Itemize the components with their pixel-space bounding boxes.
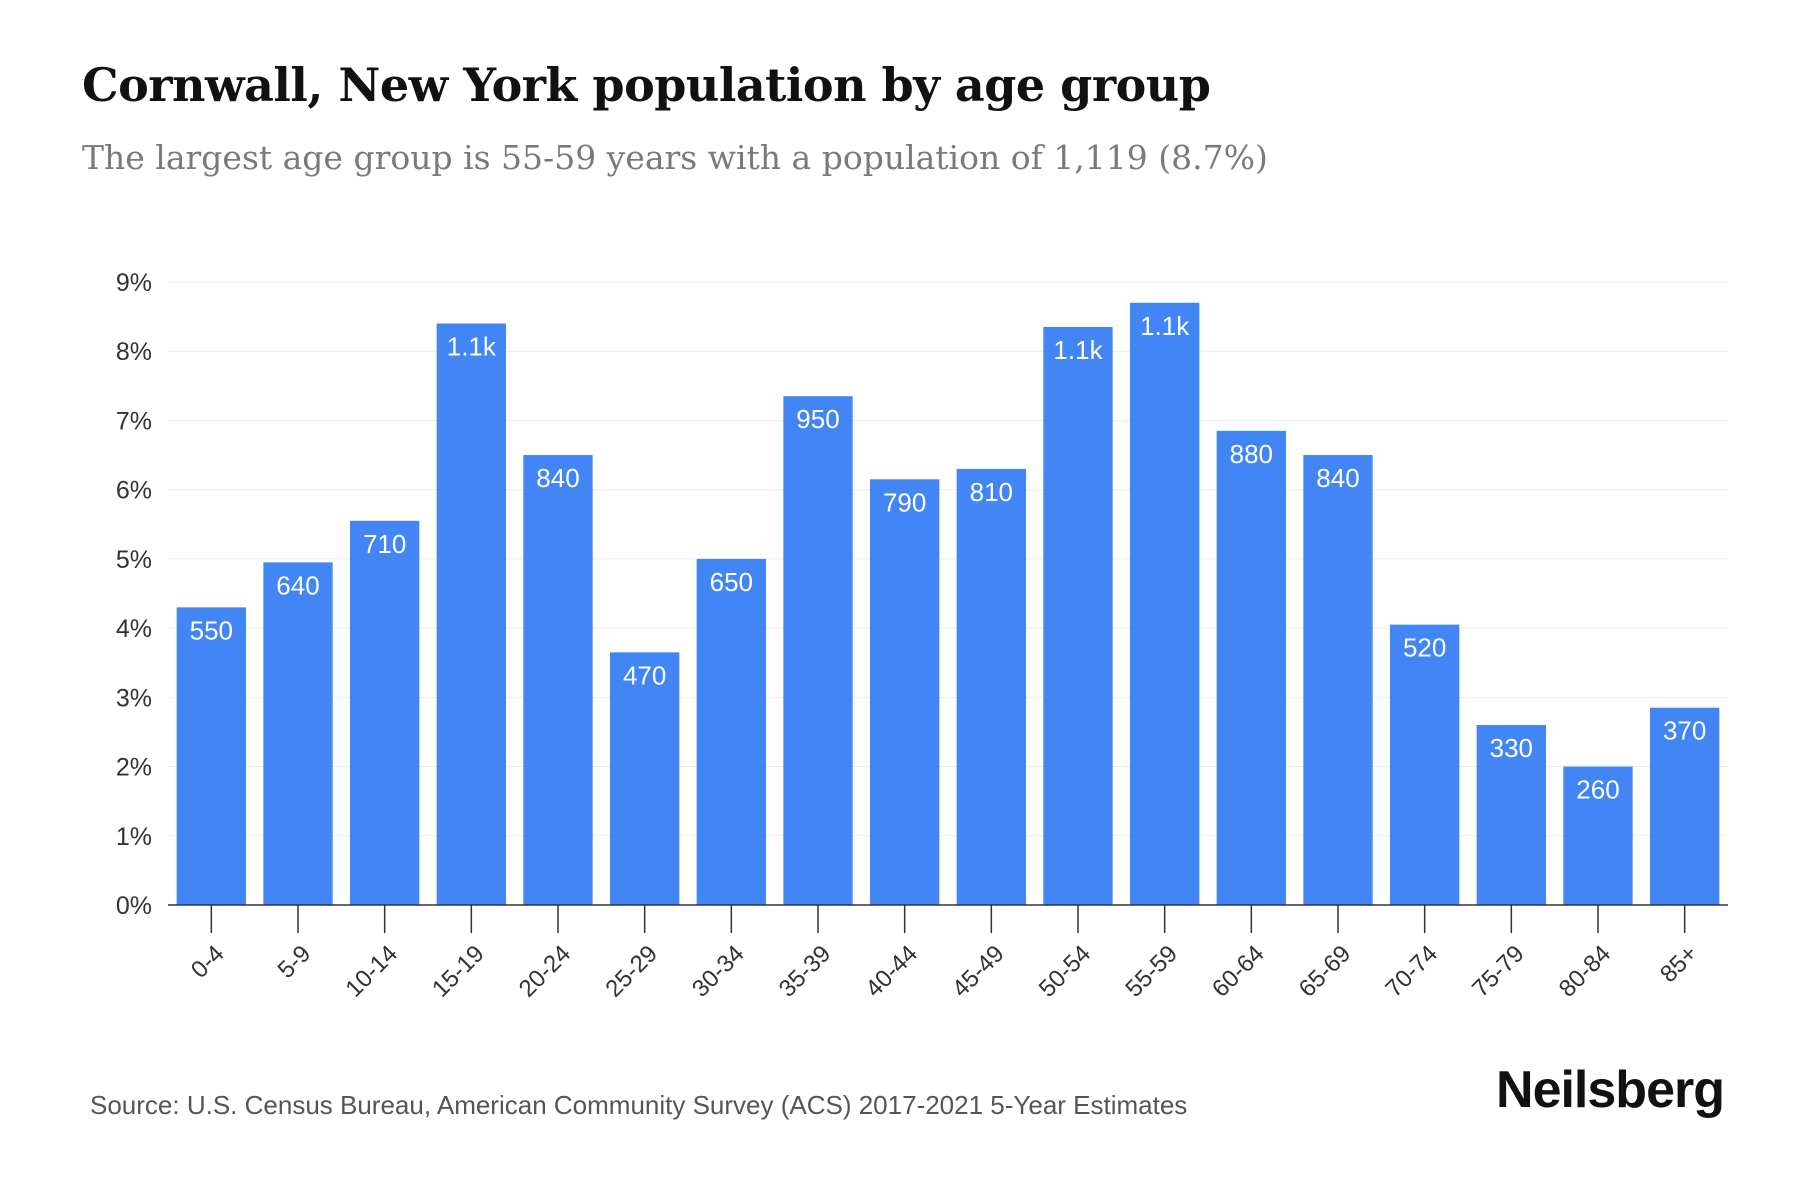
gridlines [168, 281, 1728, 837]
bar-15-19 [436, 323, 506, 905]
x-tick-label: 55-59 [1120, 940, 1183, 1003]
y-tick-label: 9% [116, 269, 152, 297]
x-tick-label: 5-9 [273, 940, 317, 984]
x-tick-label: 40-44 [860, 940, 923, 1003]
x-tick-label: 45-49 [947, 940, 1010, 1003]
brand-logo: Neilsberg [1496, 1061, 1725, 1119]
bar-5-9 [263, 562, 333, 905]
x-axis-ticks: 0-4 5-9 10-14 15-19 20-24 25-29 30-34 35-39 40-4… [186, 905, 1703, 1003]
bar-25-29 [610, 652, 680, 905]
bar-50-54 [1043, 326, 1113, 905]
data-label: 470 [623, 660, 666, 690]
bar-85+ [1650, 707, 1720, 905]
bar-75-79 [1476, 725, 1546, 905]
x-tick-label: 35-39 [774, 940, 837, 1003]
source-note: Source: U.S. Census Bureau, American Com… [90, 1090, 1188, 1120]
data-label: 840 [1316, 463, 1359, 493]
bar-55-59 [1130, 302, 1200, 905]
data-label: 950 [796, 404, 839, 434]
data-label: 260 [1576, 775, 1619, 805]
data-label: 550 [190, 615, 233, 645]
data-label: 1.1k [447, 332, 497, 362]
y-tick-label: 5% [116, 546, 152, 574]
data-label: 520 [1403, 633, 1446, 663]
data-label: 1.1k [1140, 311, 1190, 341]
x-tick-label: 85+ [1655, 940, 1703, 988]
y-axis-ticks: 0% 1% 2% 3% 4% 5% 6% 7% 8% 9% [116, 269, 152, 920]
x-tick-label: 50-54 [1034, 940, 1097, 1003]
x-tick-label: 80-84 [1554, 940, 1617, 1003]
y-tick-label: 1% [116, 823, 152, 851]
data-labels: 550 640 710 1.1k 840 470 650 950 790 810 1.1k 1.1k 8… [190, 311, 1707, 805]
y-tick-label: 2% [116, 754, 152, 782]
bar-10-14 [350, 520, 420, 905]
x-tick-label: 15-19 [427, 940, 490, 1003]
data-label: 1.1k [1053, 335, 1103, 365]
bar-60-64 [1216, 430, 1286, 905]
chart-subtitle: The largest age group is 55-59 years wit… [82, 138, 1268, 177]
x-tick-label: 10-14 [340, 940, 403, 1003]
chart-title: Cornwall, New York population by age gro… [82, 58, 1211, 112]
bar-80-84 [1563, 766, 1633, 905]
bar-40-44 [870, 479, 940, 905]
bars [176, 302, 1720, 905]
y-tick-label: 6% [116, 477, 152, 505]
y-tick-label: 7% [116, 407, 152, 435]
x-tick-label: 0-4 [186, 940, 230, 984]
bar-20-24 [523, 455, 593, 905]
bar-65-69 [1303, 455, 1373, 905]
data-label: 330 [1490, 733, 1533, 763]
x-tick-label: 60-64 [1207, 940, 1270, 1003]
data-label: 640 [276, 570, 319, 600]
x-tick-label: 25-29 [600, 940, 663, 1003]
data-label: 840 [536, 463, 579, 493]
bar-70-74 [1390, 624, 1460, 905]
bar-30-34 [696, 558, 766, 905]
data-label: 810 [970, 477, 1013, 507]
y-tick-label: 0% [116, 892, 152, 920]
x-tick-label: 75-79 [1467, 940, 1530, 1003]
data-label: 790 [883, 487, 926, 517]
data-label: 880 [1230, 439, 1273, 469]
y-tick-label: 8% [116, 338, 152, 366]
data-label: 650 [710, 567, 753, 597]
data-label: 370 [1663, 716, 1706, 746]
x-tick-label: 20-24 [514, 940, 577, 1003]
x-tick-label: 30-34 [687, 940, 750, 1003]
x-tick-label: 65-69 [1294, 940, 1357, 1003]
x-tick-label: 70-74 [1380, 940, 1443, 1003]
bar-chart: 0% 1% 2% 3% 4% 5% 6% 7% 8% 9% 550 640 710 1.1k 840 470… [116, 269, 1728, 1003]
y-tick-label: 3% [116, 684, 152, 712]
y-tick-label: 4% [116, 615, 152, 643]
bar-0-4 [176, 607, 246, 905]
bar-45-49 [956, 468, 1026, 905]
bar-35-39 [783, 396, 853, 905]
data-label: 710 [363, 529, 406, 559]
